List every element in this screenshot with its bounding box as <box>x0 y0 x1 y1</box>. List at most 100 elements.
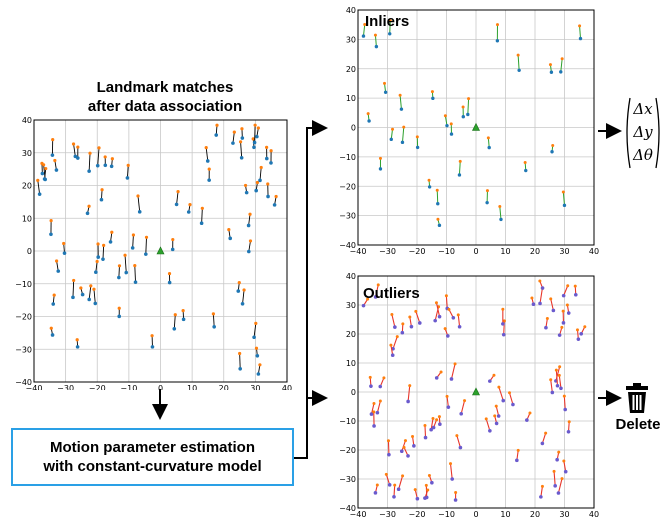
matched-point <box>248 212 252 216</box>
outlier-line <box>508 392 514 405</box>
y-tick-label: 30 <box>22 149 32 158</box>
outlier-line <box>393 485 396 497</box>
inlier-point <box>383 90 388 94</box>
landmark-point <box>236 289 241 293</box>
outlier-match-point <box>403 439 407 443</box>
inlier-match-point <box>415 135 419 139</box>
match-line <box>37 180 41 195</box>
matched-point <box>55 259 59 263</box>
matched-point <box>96 242 100 246</box>
outlier-match-point <box>424 483 428 487</box>
y-tick-label: −30 <box>339 212 356 221</box>
inlier-match-point <box>516 53 520 57</box>
motion-box-line2: with constant-curvature model <box>43 458 262 475</box>
outlier-line <box>485 418 491 431</box>
outlier-match-point <box>560 477 564 481</box>
outlier-match-point <box>408 384 412 388</box>
x-tick-label: −30 <box>379 247 396 256</box>
outlier-match-point <box>439 370 443 374</box>
outlier-match-point <box>395 335 399 339</box>
outlier-match-point <box>376 283 380 287</box>
outlier-point <box>501 322 505 326</box>
landmark-point <box>207 178 211 182</box>
matched-point <box>258 363 262 367</box>
outlier-line <box>424 425 427 438</box>
matched-point <box>238 140 243 144</box>
outlier-line <box>550 379 553 393</box>
inlier-match-point <box>495 23 499 27</box>
inlier-point <box>466 112 470 117</box>
matched-point <box>167 271 172 276</box>
inlier-point <box>388 32 392 36</box>
landmark-point <box>75 345 80 349</box>
matched-point <box>266 182 270 186</box>
outlier-match-point <box>443 327 447 331</box>
landmark-point <box>71 295 75 300</box>
outlier-match-point <box>455 434 459 438</box>
main-title-line1: Landmark matches <box>96 79 234 96</box>
landmark-point <box>246 223 251 228</box>
inlier-point <box>367 119 371 123</box>
outlier-point <box>431 425 436 430</box>
matched-point <box>131 233 136 237</box>
outlier-match-point <box>378 399 382 403</box>
matched-point <box>248 239 253 243</box>
matched-point <box>44 166 48 171</box>
outlier-match-point <box>413 488 417 492</box>
matched-point <box>251 137 255 141</box>
matched-point <box>150 334 154 338</box>
matched-point <box>110 230 114 234</box>
outlier-match-point <box>545 317 549 321</box>
outlier-match-point <box>573 284 577 288</box>
matched-point <box>49 218 53 223</box>
outlier-point <box>544 325 548 330</box>
landmark-point <box>256 372 261 376</box>
matched-point <box>117 264 122 268</box>
inlier-point <box>415 145 420 150</box>
outlier-line <box>376 400 381 413</box>
x-tick-label: −20 <box>409 510 426 519</box>
outlier-match-point <box>554 368 558 372</box>
y-tick-label: −40 <box>339 241 356 250</box>
outlier-line <box>392 336 398 349</box>
landmark-point <box>99 197 104 202</box>
outlier-point <box>372 424 376 428</box>
outlier-match-point <box>366 297 370 301</box>
landmark-point <box>62 251 67 255</box>
outlier-point <box>387 483 392 487</box>
inlier-line <box>401 127 405 143</box>
x-tick-label: 10 <box>500 510 510 519</box>
landmark-point <box>144 252 148 256</box>
x-tick-label: −20 <box>89 384 106 390</box>
y-tick-label: −20 <box>339 182 356 191</box>
match-line <box>137 195 141 212</box>
inlier-point <box>431 96 435 101</box>
inlier-match-point <box>435 188 439 192</box>
outlier-match-point <box>453 362 457 366</box>
motion-box-line1: Motion parameter estimation <box>49 439 256 456</box>
outlier-line <box>563 396 566 410</box>
inlier-point <box>436 202 440 206</box>
x-tick-label: −30 <box>57 384 74 390</box>
x-tick-label: 20 <box>219 384 229 390</box>
matched-point <box>227 228 231 232</box>
y-tick-label: −20 <box>15 313 32 322</box>
outlier-line <box>446 396 449 408</box>
matched-point <box>176 189 180 194</box>
landmark-point <box>130 246 135 250</box>
outlier-match-point <box>528 411 532 415</box>
outlier-match-point <box>502 319 506 323</box>
matched-point <box>92 287 96 291</box>
match-line <box>145 237 147 255</box>
y-tick-label: −40 <box>15 378 32 387</box>
outlier-match-point <box>372 410 376 414</box>
outlier-point <box>488 428 492 433</box>
landmark-point <box>266 194 270 199</box>
inlier-line <box>579 25 582 39</box>
matched-point <box>237 281 241 285</box>
inlier-point <box>389 137 393 142</box>
outlier-match-point <box>402 445 406 449</box>
landmark-point <box>205 159 210 163</box>
outlier-point <box>563 469 568 474</box>
outlier-point <box>539 495 543 499</box>
